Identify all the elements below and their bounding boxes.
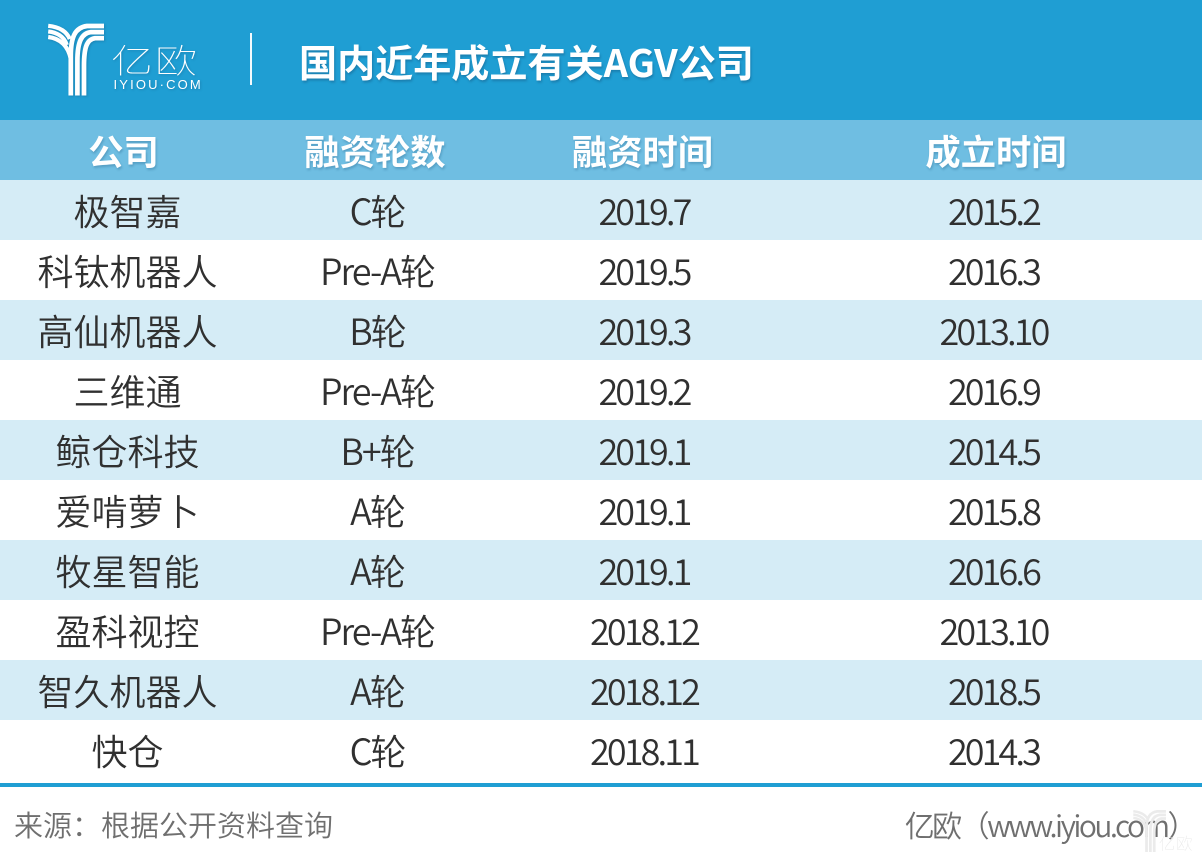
svg-text:IYIOU·COM: IYIOU·COM bbox=[114, 77, 203, 92]
svg-text:亿欧: 亿欧 bbox=[111, 34, 199, 83]
svg-text:亿欧: 亿欧 bbox=[1159, 830, 1193, 854]
